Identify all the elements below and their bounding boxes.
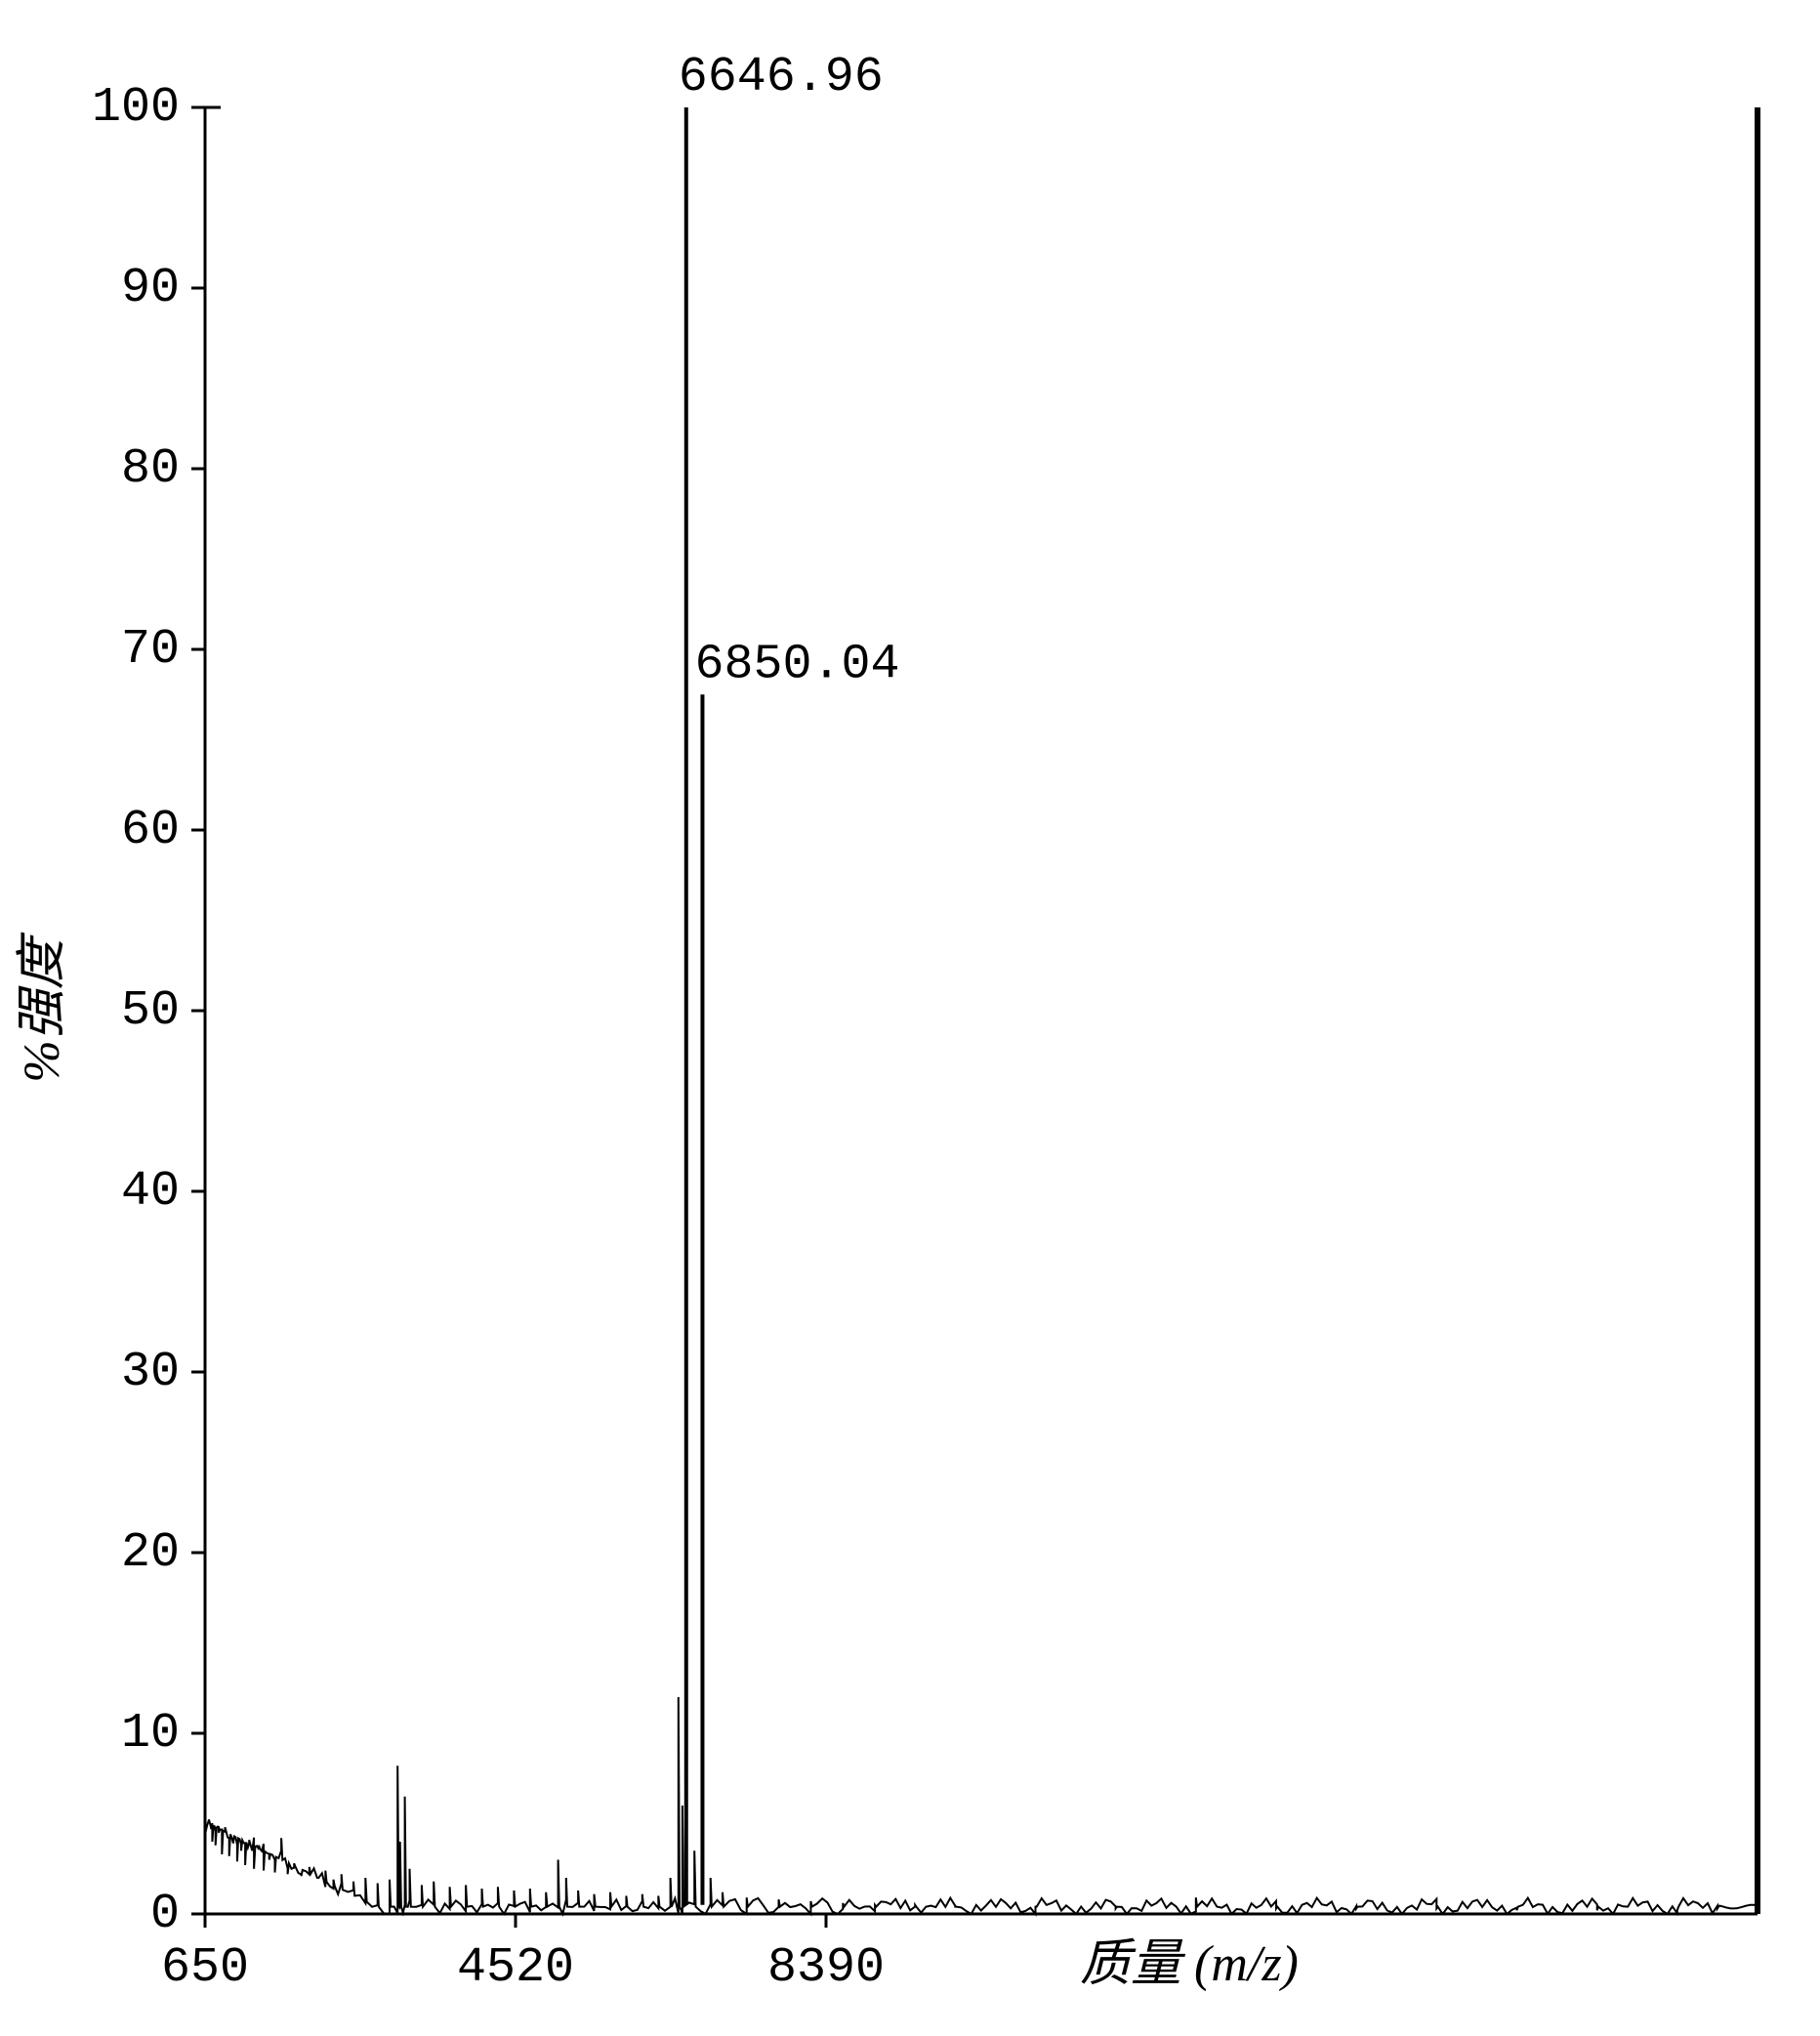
y-axis-label: %强度	[15, 932, 70, 1082]
y-tick-label: 50	[121, 983, 180, 1039]
y-tick-label: 40	[121, 1164, 180, 1220]
y-tick-label: 70	[121, 622, 180, 678]
peak-label: 6646.96	[679, 50, 884, 105]
y-tick-label: 90	[121, 261, 180, 316]
y-tick-label: 60	[121, 803, 180, 858]
y-tick-label: 10	[121, 1706, 180, 1762]
y-tick-label: 100	[92, 80, 180, 136]
baseline-noise-trace	[205, 1697, 1758, 1914]
x-tick-label: 4520	[457, 1940, 574, 1996]
peak-label: 6850.04	[694, 637, 899, 692]
y-tick-label: 80	[121, 441, 180, 497]
y-tick-label: 30	[121, 1345, 180, 1400]
spectrum-svg: 0 10 20 30 40 50 60 70 80 90 100 650 4520 8390 %强度质量 (…	[0, 0, 1820, 2036]
y-tick-label: 20	[121, 1525, 180, 1581]
mass-spectrum-chart: 0 10 20 30 40 50 60 70 80 90 100 650 4520 8390 %强度质量 (…	[0, 0, 1820, 2036]
y-tick-label: 0	[150, 1887, 180, 1942]
x-tick-label: 8390	[767, 1940, 885, 1996]
x-axis-label: 质量 (m/z)	[1080, 1936, 1299, 1992]
x-tick-label: 650	[161, 1940, 249, 1996]
